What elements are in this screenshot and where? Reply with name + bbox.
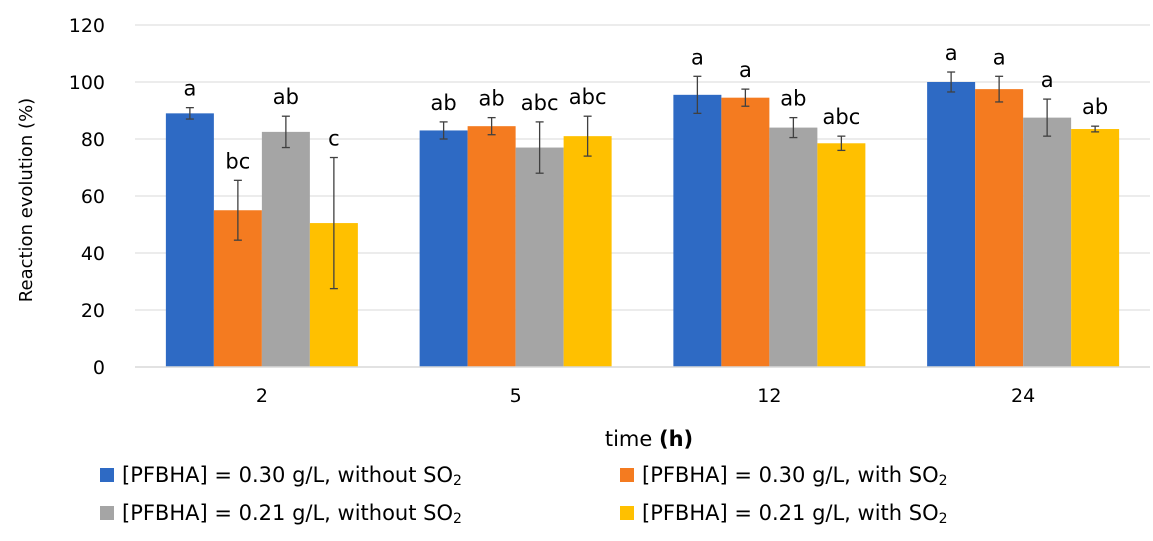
- significance-label: ab: [780, 87, 806, 111]
- bar: [419, 130, 468, 367]
- bar: [817, 143, 866, 367]
- y-tick-label: 0: [93, 357, 105, 379]
- significance-label: ab: [1082, 95, 1108, 119]
- bar: [1023, 117, 1072, 367]
- bars: [165, 82, 1120, 368]
- legend-item-s3: [PFBHA] = 0.21 g/L, with SO 2: [620, 496, 1120, 530]
- bar: [975, 89, 1024, 367]
- x-tick-label: 5: [510, 385, 522, 407]
- bar: [515, 147, 564, 367]
- significance-label: abc: [521, 91, 559, 115]
- bar: [769, 127, 818, 367]
- y-axis-ticks: 0 20 40 60 80 100 120: [69, 15, 105, 379]
- x-tick-label: 12: [757, 385, 781, 407]
- bar: [927, 82, 976, 367]
- significance-label: a: [1041, 68, 1054, 92]
- y-tick-label: 40: [81, 243, 105, 265]
- bar: [563, 136, 612, 367]
- bar: [165, 113, 214, 367]
- legend-item-s0: [PFBHA] = 0.30 g/L, without SO 2: [100, 458, 620, 492]
- legend-swatch: [100, 506, 114, 520]
- significance-label: abc: [823, 105, 861, 129]
- significance-label: a: [739, 58, 752, 82]
- y-tick-label: 100: [69, 72, 105, 94]
- legend-label-subscript: 2: [453, 511, 462, 527]
- y-tick-label: 120: [69, 15, 105, 37]
- significance-label: a: [945, 41, 958, 65]
- bar: [1071, 129, 1120, 367]
- legend-swatch: [620, 468, 634, 482]
- significance-label: abc: [569, 85, 607, 109]
- legend-item-s2: [PFBHA] = 0.21 g/L, without SO 2: [100, 496, 620, 530]
- significance-label: a: [183, 77, 196, 101]
- significance-label: ab: [273, 85, 299, 109]
- significance-label: ab: [431, 91, 457, 115]
- x-axis-label-text: time: [605, 427, 652, 450]
- significance-label: c: [328, 127, 340, 151]
- y-tick-label: 60: [81, 186, 105, 208]
- legend-label: [PFBHA] = 0.21 g/L, without SO: [122, 501, 454, 525]
- bar: [721, 97, 770, 368]
- legend-label: [PFBHA] = 0.30 g/L, without SO: [122, 463, 454, 487]
- x-axis-label: time (h): [605, 427, 693, 450]
- legend-label: [PFBHA] = 0.30 g/L, with SO: [642, 463, 939, 487]
- y-tick-label: 80: [81, 129, 105, 151]
- bar: [673, 94, 722, 367]
- legend-label: [PFBHA] = 0.21 g/L, with SO: [642, 501, 939, 525]
- legend-item-s1: [PFBHA] = 0.30 g/L, with SO 2: [620, 458, 1120, 492]
- significance-label: ab: [479, 87, 505, 111]
- significance-label: a: [691, 45, 704, 69]
- legend-swatch: [100, 468, 114, 482]
- y-tick-label: 20: [81, 300, 105, 322]
- legend-label-subscript: 2: [453, 473, 462, 489]
- x-axis-ticks: 2 5 12 24: [256, 385, 1035, 407]
- legend: [PFBHA] = 0.30 g/L, without SO 2 [PFBHA] …: [100, 458, 1140, 530]
- x-axis-label-unit: (h): [659, 427, 693, 450]
- y-axis-label: Reaction evolution (%): [16, 98, 37, 302]
- bar: [261, 131, 310, 367]
- x-tick-label: 24: [1011, 385, 1035, 407]
- legend-swatch: [620, 506, 634, 520]
- legend-label-subscript: 2: [938, 473, 948, 489]
- significance-label: bc: [225, 149, 250, 173]
- x-tick-label: 2: [256, 385, 268, 407]
- error-bars: [185, 71, 1100, 290]
- significance-label: a: [993, 45, 1006, 69]
- legend-label-subscript: 2: [938, 511, 948, 527]
- bar: [467, 126, 516, 367]
